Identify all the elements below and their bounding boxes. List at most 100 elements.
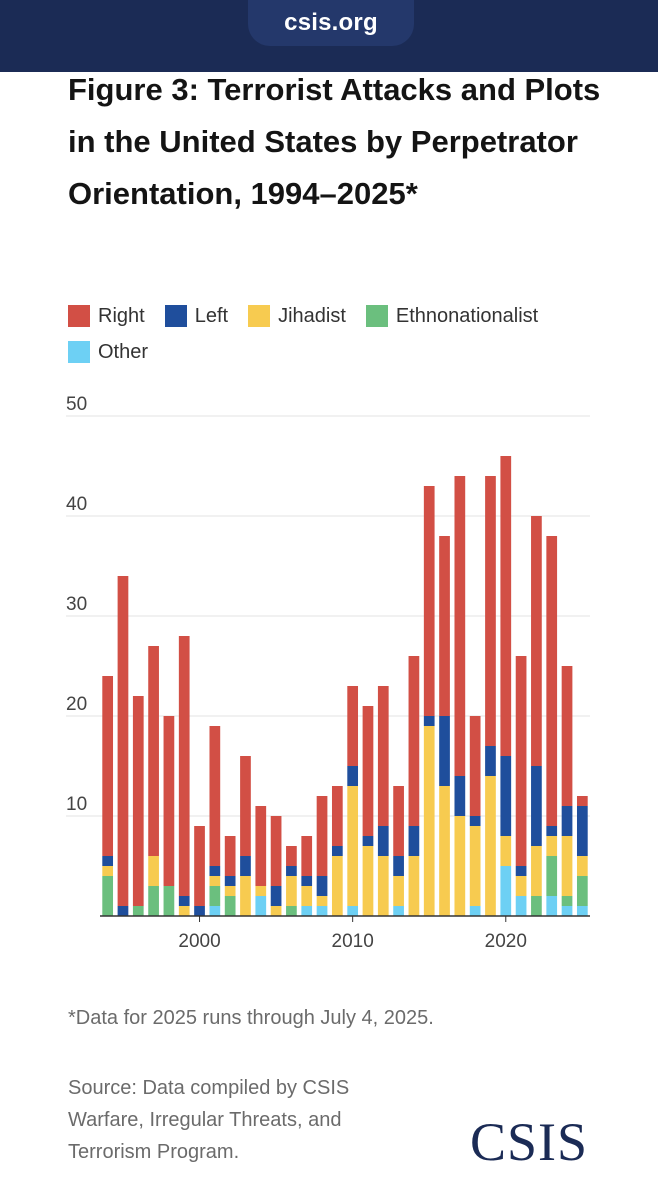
legend-swatch-left <box>164 305 187 327</box>
bar-right-2013 <box>393 786 404 856</box>
bar-ethnonationalist-2002 <box>224 896 236 916</box>
bar-other-2007 <box>301 906 313 916</box>
bar-left-2007 <box>301 876 313 886</box>
source-note: Source: Data compiled by CSIS Warfare, I… <box>68 1077 350 1163</box>
bar-jihadist-2005 <box>270 906 282 916</box>
bar-left-2017 <box>454 776 466 816</box>
bar-left-2025 <box>576 806 588 856</box>
bar-right-2017 <box>454 476 466 776</box>
bar-right-2002 <box>224 836 236 876</box>
csis-logo[interactable]: CSIS <box>470 1112 589 1172</box>
legend-label-ethnonationalist: Ethnonationalist <box>395 304 539 327</box>
bar-left-2014 <box>408 826 420 856</box>
y-tick-label-20: 20 <box>66 694 87 715</box>
bar-right-2019 <box>485 476 496 746</box>
bar-left-2001 <box>209 866 221 876</box>
bar-ethnonationalist-1994 <box>102 876 114 916</box>
bar-jihadist-2014 <box>408 856 420 916</box>
bar-ethnonationalist-2024 <box>561 896 573 906</box>
bar-right-2008 <box>316 796 328 876</box>
bar-ethnonationalist-2025 <box>576 876 588 906</box>
bar-right-1999 <box>178 636 190 896</box>
bar-jihadist-2004 <box>255 886 267 896</box>
bar-left-2020 <box>500 756 512 836</box>
bar-right-2004 <box>255 806 267 886</box>
legend-label-left: Left <box>194 304 229 327</box>
bar-left-2009 <box>331 846 343 856</box>
bar-right-2000 <box>194 826 205 906</box>
bar-jihadist-1997 <box>148 856 159 886</box>
bar-jihadist-2015 <box>423 726 435 916</box>
bar-left-2024 <box>561 806 573 836</box>
legend-swatch-other <box>68 341 90 363</box>
bar-left-1994 <box>102 856 114 866</box>
bar-other-2021 <box>515 896 527 916</box>
bar-right-2022 <box>531 516 542 766</box>
bar-jihadist-2021 <box>515 876 527 896</box>
bar-other-2025 <box>576 906 588 916</box>
bar-left-2002 <box>224 876 236 886</box>
bar-jihadist-2019 <box>485 776 496 916</box>
bar-other-2008 <box>316 906 328 916</box>
legend-item-right: Right <box>68 304 145 328</box>
bar-ethnonationalist-2006 <box>286 906 297 916</box>
bar-right-2016 <box>439 536 450 716</box>
bar-right-2003 <box>240 756 251 856</box>
bar-left-2022 <box>531 766 542 846</box>
bar-left-2015 <box>423 716 435 726</box>
bar-right-2024 <box>561 666 573 806</box>
bar-jihadist-2023 <box>546 836 558 856</box>
bar-right-2020 <box>500 456 512 756</box>
bar-left-2003 <box>240 856 251 876</box>
bar-jihadist-2009 <box>331 856 343 916</box>
bar-right-2005 <box>270 816 282 886</box>
bar-left-2008 <box>316 876 328 896</box>
bar-jihadist-2003 <box>240 876 251 916</box>
bar-right-1994 <box>102 676 114 856</box>
legend-swatch-ethnonationalist <box>365 305 388 327</box>
bar-left-1999 <box>178 896 190 906</box>
bar-jihadist-2016 <box>439 786 450 916</box>
bar-jihadist-2008 <box>316 896 328 906</box>
bar-other-2010 <box>347 906 359 916</box>
x-tick-label-2010: 2010 <box>332 931 374 952</box>
bar-right-1995 <box>117 576 129 906</box>
bar-ethnonationalist-1997 <box>148 886 159 916</box>
bar-jihadist-2001 <box>209 876 221 886</box>
y-tick-label-30: 30 <box>66 594 87 615</box>
data-note: *Data for 2025 runs through July 4, 2025… <box>68 1007 434 1029</box>
bar-right-1997 <box>148 646 159 856</box>
bar-right-2007 <box>301 836 313 876</box>
legend-item-left: Left <box>164 304 229 328</box>
y-tick-label-50: 50 <box>66 395 87 415</box>
bar-right-2021 <box>515 656 527 866</box>
bar-other-2023 <box>546 896 558 916</box>
bar-right-2012 <box>377 686 389 826</box>
bar-right-2018 <box>469 716 481 816</box>
bar-jihadist-2018 <box>469 826 481 906</box>
bar-left-2012 <box>377 826 389 856</box>
bar-other-2001 <box>209 906 221 916</box>
browser-top-bar: csis.org <box>0 0 658 72</box>
legend-swatch-right <box>68 305 90 327</box>
legend-swatch-jihadist <box>248 305 271 327</box>
stacked-bar-chart: 10 20 30 40 50 2000 2010 2020 <box>66 395 590 952</box>
bar-other-2020 <box>500 866 512 916</box>
bar-jihadist-2012 <box>377 856 389 916</box>
bar-left-2019 <box>485 746 496 776</box>
chart-title: Figure 3: Terrorist Attacks and Plots in… <box>68 72 601 211</box>
bar-right-2015 <box>423 486 435 716</box>
bar-other-2004 <box>255 896 267 916</box>
bar-right-2014 <box>408 656 420 826</box>
bar-left-2010 <box>347 766 359 786</box>
bar-jihadist-1994 <box>102 866 114 876</box>
bar-right-2025 <box>576 796 588 806</box>
chart-legend: Right Left Jihadist Ethnonationalist Other <box>68 304 628 364</box>
x-tick-label-2020: 2020 <box>485 931 527 952</box>
bar-left-2016 <box>439 716 450 786</box>
bar-right-2006 <box>286 846 297 866</box>
bar-jihadist-2010 <box>347 786 359 906</box>
url-bar[interactable]: csis.org <box>248 0 414 46</box>
bar-right-1998 <box>163 716 175 886</box>
legend-label-jihadist: Jihadist <box>278 304 346 327</box>
